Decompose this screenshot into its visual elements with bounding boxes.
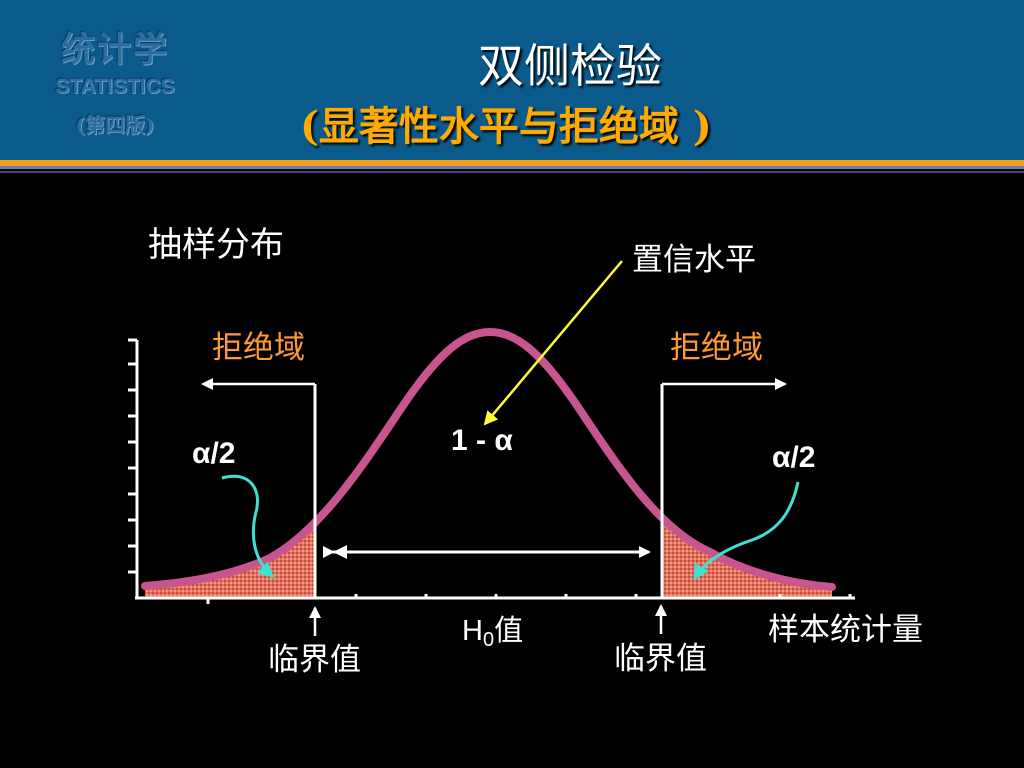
header-stripe xyxy=(0,160,1024,166)
right-rejection-label: 拒绝域 xyxy=(670,330,763,366)
logo-title: 统计学 xyxy=(61,30,169,70)
header-bar xyxy=(0,0,1024,160)
y-axis-ticks xyxy=(128,338,137,574)
header-stripe xyxy=(0,166,1024,169)
left-alpha-arrow xyxy=(221,474,275,578)
sampling-distribution-label: 抽样分布 xyxy=(148,225,284,265)
left-rejection-label: 拒绝域 xyxy=(212,330,305,366)
confidence-level-label: 置信水平 xyxy=(632,242,756,278)
header-stripe xyxy=(0,171,1024,173)
center-probability-label: 1 - α xyxy=(451,424,513,457)
book-logo: 统计学 STATISTICS (第四版) xyxy=(20,22,210,138)
normal-curve xyxy=(141,327,836,591)
acceptance-arrow-head-left xyxy=(333,545,347,559)
slide-subtitle: (显著性水平与拒绝域 ) xyxy=(300,103,712,150)
right-alpha-label: α/2 xyxy=(772,441,815,474)
right-alpha-arrow xyxy=(693,481,800,581)
slide-title: 双侧检验 xyxy=(478,39,662,93)
h0-suffix: 值 xyxy=(494,613,523,647)
left-alpha-label: α/2 xyxy=(192,437,235,470)
sample-statistic-label: 样本统计量 xyxy=(768,612,923,648)
h0-subscript: 0 xyxy=(483,629,494,651)
confidence-pointer xyxy=(483,260,623,426)
right-critical-label: 临界值 xyxy=(614,641,707,677)
h0-value-label: H0值 xyxy=(462,613,523,651)
logo-edition: (第四版) xyxy=(75,113,155,137)
x-axis-ticks xyxy=(206,594,852,604)
h0-symbol: H xyxy=(462,615,483,647)
logo-english: STATISTICS xyxy=(55,75,175,98)
left-critical-label: 临界值 xyxy=(268,642,361,678)
